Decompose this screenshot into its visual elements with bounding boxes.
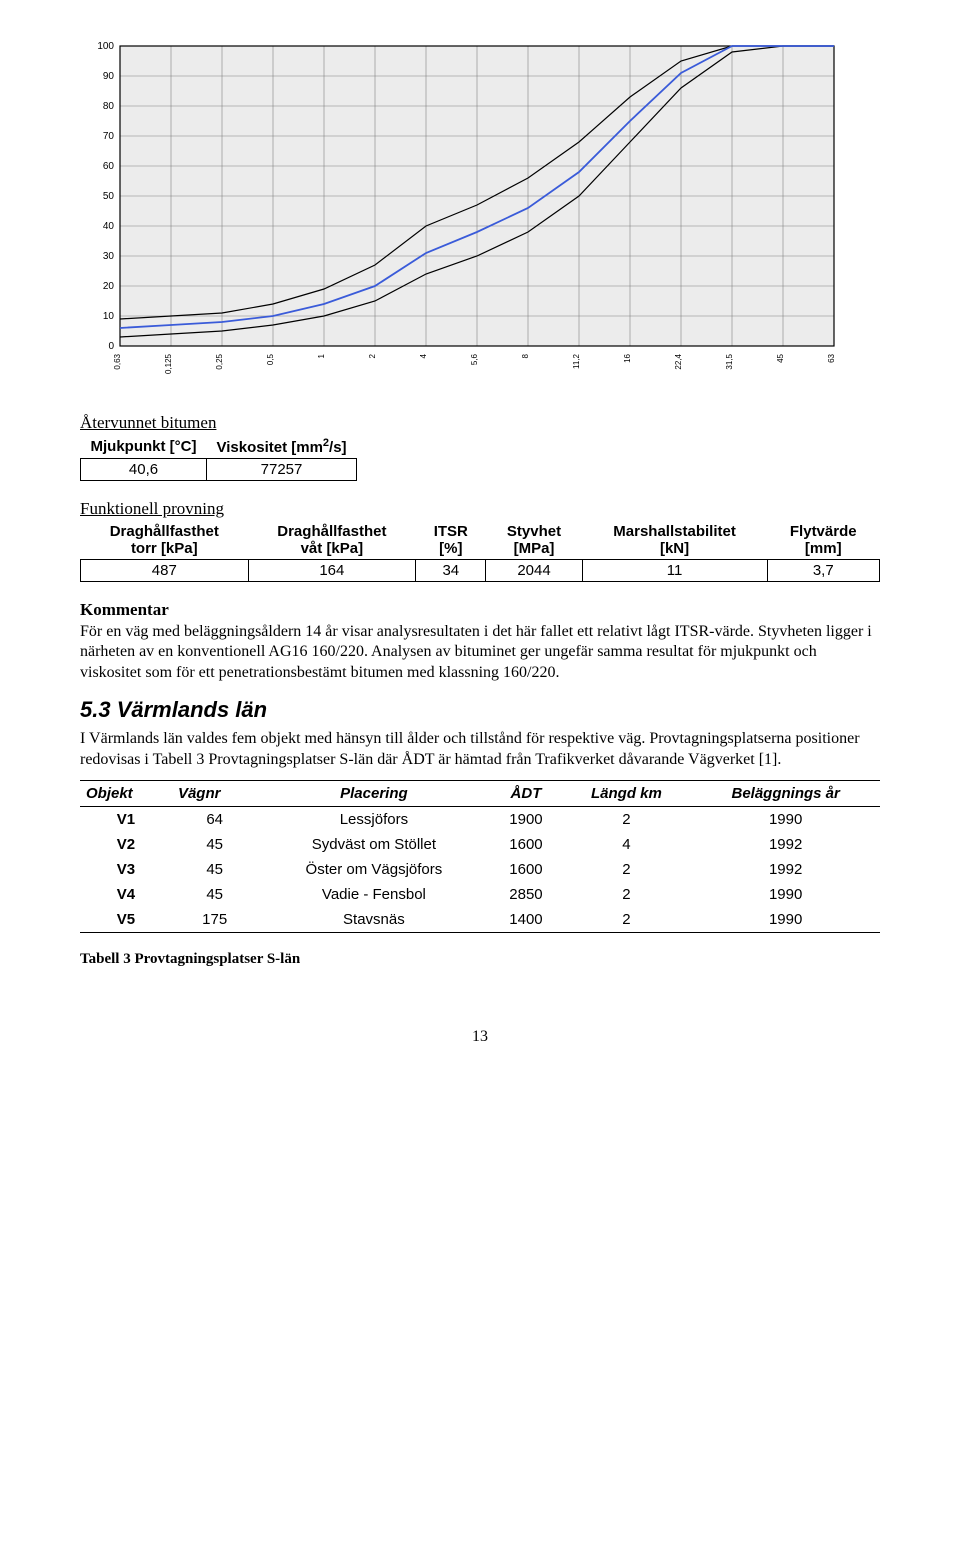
cell-adt: 2850 — [490, 882, 561, 907]
col-langd: Längd km — [562, 781, 692, 807]
svg-text:22,4: 22,4 — [674, 353, 683, 369]
cell-placering: Stavsnäs — [257, 907, 490, 933]
table-row: V164Lessjöfors190021990 — [80, 807, 880, 833]
col-ar: Beläggnings år — [691, 781, 880, 807]
val-torr: 487 — [81, 560, 249, 582]
svg-text:0: 0 — [108, 341, 114, 352]
cell-ar: 1992 — [691, 857, 880, 882]
cell-vagnr: 45 — [172, 857, 257, 882]
col-vagnr: Vägnr — [172, 781, 257, 807]
cell-langd: 2 — [562, 882, 692, 907]
cell-adt: 1400 — [490, 907, 561, 933]
cell-adt: 1600 — [490, 832, 561, 857]
svg-text:0,63: 0,63 — [113, 353, 122, 369]
cell-ar: 1990 — [691, 882, 880, 907]
val-flyt: 3,7 — [767, 560, 880, 582]
svg-text:31,5: 31,5 — [725, 353, 734, 369]
svg-text:8: 8 — [521, 353, 530, 358]
svg-text:11,2: 11,2 — [572, 353, 581, 369]
col-marsh: Marshallstabilitet[kN] — [582, 521, 767, 560]
kommentar-text: För en väg med beläggningsåldern 14 år v… — [80, 622, 880, 683]
cell-ar: 1990 — [691, 907, 880, 933]
svg-text:0,5: 0,5 — [266, 353, 275, 365]
svg-text:30: 30 — [103, 251, 115, 262]
cell-objekt: V3 — [80, 857, 172, 882]
col-styv: Styvhet[MPa] — [486, 521, 582, 560]
objects-table: Objekt Vägnr Placering ÅDT Längd km Belä… — [80, 780, 880, 933]
svg-text:63: 63 — [827, 353, 836, 362]
val-itsr: 34 — [416, 560, 486, 582]
svg-text:2: 2 — [368, 353, 377, 358]
cell-placering: Sydväst om Stöllet — [257, 832, 490, 857]
objects-caption: Tabell 3 Provtagningsplatser S-län — [80, 951, 880, 968]
val-marsh: 11 — [582, 560, 767, 582]
val-viskositet: 77257 — [206, 459, 356, 481]
svg-text:20: 20 — [103, 281, 115, 292]
col-viskositet: Viskositet [mm2/s] — [206, 435, 356, 459]
col-vat: Draghållfasthetvåt [kPa] — [248, 521, 416, 560]
col-flyt: Flytvärde[mm] — [767, 521, 880, 560]
bitumen-heading: Återvunnet bitumen — [80, 413, 880, 433]
cell-objekt: V5 — [80, 907, 172, 933]
section-title: 5.3 Värmlands län — [80, 697, 880, 723]
cell-ar: 1992 — [691, 832, 880, 857]
col-placering: Placering — [257, 781, 490, 807]
svg-text:80: 80 — [103, 101, 115, 112]
svg-text:50: 50 — [103, 191, 115, 202]
funktionell-heading: Funktionell provning — [80, 499, 880, 519]
sieve-chart-svg: 0 10 20 30 40 50 60 70 80 90 100 0,63 0,125 0,25 0,5 1 2… — [80, 40, 840, 380]
svg-text:0,25: 0,25 — [215, 353, 224, 369]
val-styv: 2044 — [486, 560, 582, 582]
cell-objekt: V4 — [80, 882, 172, 907]
page-number: 13 — [80, 1028, 880, 1046]
svg-text:100: 100 — [97, 41, 114, 52]
cell-langd: 2 — [562, 907, 692, 933]
cell-placering: Öster om Vägsjöfors — [257, 857, 490, 882]
cell-vagnr: 64 — [172, 807, 257, 833]
table-row: V245Sydväst om Stöllet160041992 — [80, 832, 880, 857]
cell-ar: 1990 — [691, 807, 880, 833]
table-row: V345Öster om Vägsjöfors160021992 — [80, 857, 880, 882]
cell-placering: Lessjöfors — [257, 807, 490, 833]
val-mjukpunkt: 40,6 — [81, 459, 207, 481]
table-row: V5175Stavsnäs140021990 — [80, 907, 880, 933]
col-objekt: Objekt — [80, 781, 172, 807]
svg-text:0,125: 0,125 — [164, 353, 173, 374]
svg-text:16: 16 — [623, 353, 632, 362]
svg-text:4: 4 — [419, 353, 428, 358]
col-torr: Draghållfasthettorr [kPa] — [81, 521, 249, 560]
cell-objekt: V2 — [80, 832, 172, 857]
col-itsr: ITSR[%] — [416, 521, 486, 560]
cell-langd: 2 — [562, 807, 692, 833]
cell-adt: 1600 — [490, 857, 561, 882]
cell-adt: 1900 — [490, 807, 561, 833]
cell-objekt: V1 — [80, 807, 172, 833]
table-row: V445Vadie - Fensbol285021990 — [80, 882, 880, 907]
section-text: I Värmlands län valdes fem objekt med hä… — [80, 729, 880, 770]
val-vat: 164 — [248, 560, 416, 582]
svg-text:10: 10 — [103, 311, 115, 322]
bitumen-table: Mjukpunkt [°C] Viskositet [mm2/s] 40,6 7… — [80, 435, 357, 481]
cell-vagnr: 45 — [172, 832, 257, 857]
cell-langd: 2 — [562, 857, 692, 882]
svg-text:5,6: 5,6 — [470, 353, 479, 365]
svg-text:45: 45 — [776, 353, 785, 362]
kommentar-title: Kommentar — [80, 600, 880, 620]
svg-text:40: 40 — [103, 221, 115, 232]
cell-vagnr: 175 — [172, 907, 257, 933]
svg-text:70: 70 — [103, 131, 115, 142]
svg-text:60: 60 — [103, 161, 115, 172]
cell-placering: Vadie - Fensbol — [257, 882, 490, 907]
sieve-chart: 0 10 20 30 40 50 60 70 80 90 100 0,63 0,125 0,25 0,5 1 2… — [80, 40, 880, 385]
svg-text:90: 90 — [103, 71, 115, 82]
cell-vagnr: 45 — [172, 882, 257, 907]
col-mjukpunkt: Mjukpunkt [°C] — [81, 435, 207, 459]
cell-langd: 4 — [562, 832, 692, 857]
svg-text:1: 1 — [317, 353, 326, 358]
funktionell-table: Draghållfasthettorr [kPa] Draghållfasthe… — [80, 521, 880, 582]
col-adt: ÅDT — [490, 781, 561, 807]
